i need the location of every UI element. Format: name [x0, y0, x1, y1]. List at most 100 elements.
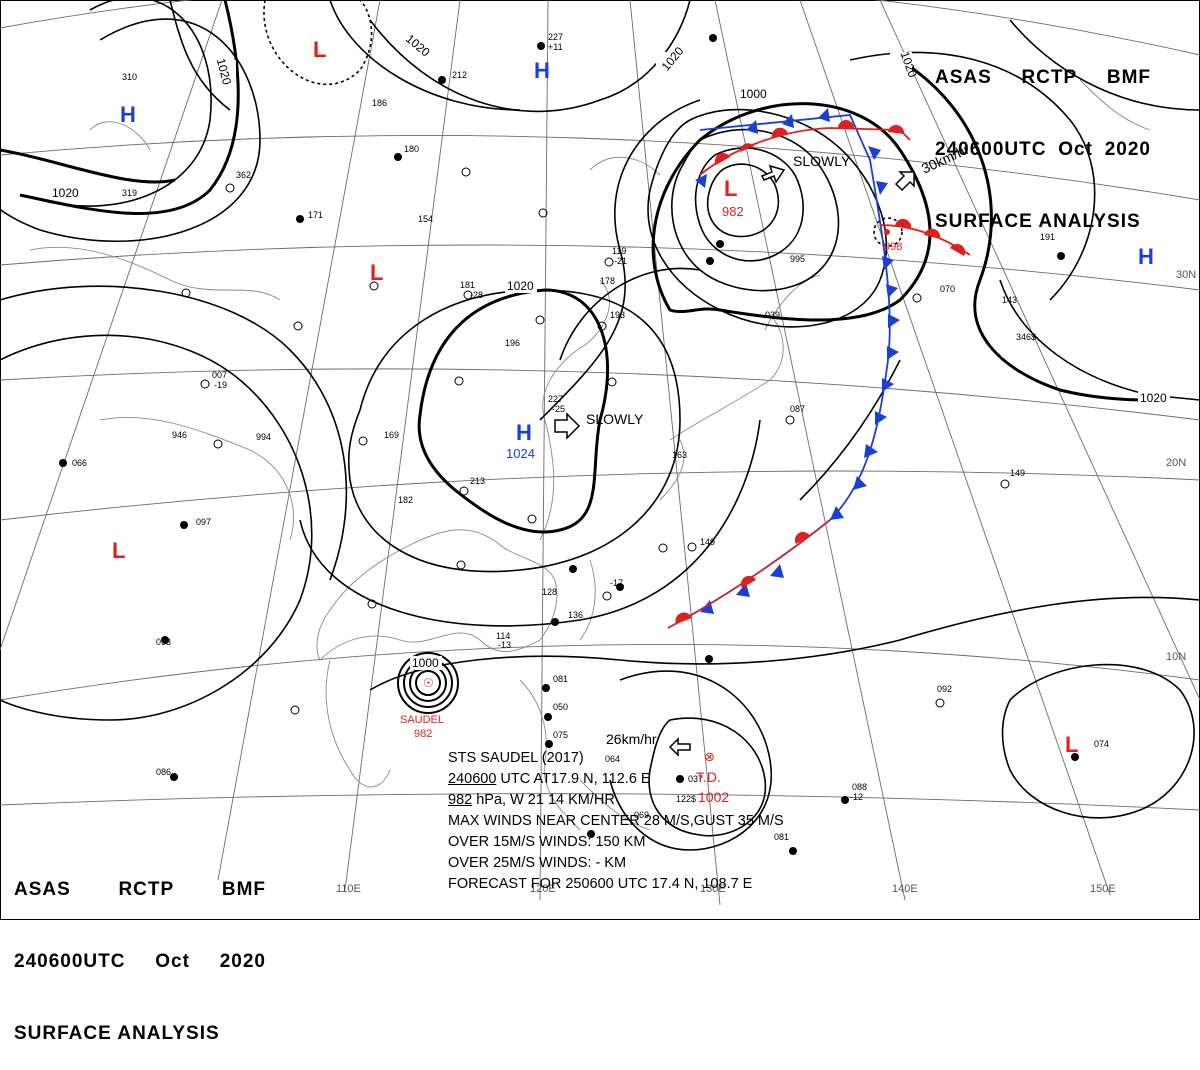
- station-value: 086: [156, 767, 171, 777]
- high-pressure-label: H: [120, 102, 136, 127]
- isobar-label: 1000: [740, 87, 767, 101]
- dashed-lows: [263, 0, 903, 247]
- station-value: 169: [384, 430, 399, 440]
- station-value: 143: [1002, 295, 1017, 305]
- station-value: -19: [214, 380, 227, 390]
- meridian-line: [0, 0, 223, 651]
- low-pressure-label: L: [112, 538, 125, 563]
- station-value: 114: [496, 631, 510, 641]
- header-bureau: BMF: [221, 879, 266, 900]
- station-value: 181: [460, 280, 475, 290]
- longitude-label: 140E: [892, 883, 918, 895]
- station-value: 066: [72, 458, 87, 468]
- arrow-icon: [894, 171, 915, 192]
- station-value: 227: [548, 394, 563, 404]
- header-product: SURFACE ANALYSIS: [935, 211, 1141, 232]
- station-value: 154: [418, 214, 433, 224]
- storm-info-15ms: OVER 15M/S WINDS: 150 KM: [448, 834, 646, 850]
- movement-labels: SLOWLY SLOWLY 30km/hr 26km/hr: [586, 141, 972, 747]
- low-center-marker: [884, 229, 890, 235]
- station-value: 075: [553, 730, 568, 740]
- storm-info-position: 240600 UTC AT17.9 N, 112.6 E: [448, 769, 784, 790]
- header-year: 2020: [1104, 139, 1151, 160]
- warm-front: [667, 120, 971, 629]
- station-value: 213: [470, 476, 485, 486]
- low-pressure-label: L: [1065, 732, 1078, 757]
- meridian-line: [879, 0, 1200, 701]
- meridian-line: [539, 0, 549, 901]
- station-values: 227 +11 212 186 180 154 171 193 196 227 …: [72, 32, 1109, 842]
- header-timecode: 240600UTC: [14, 951, 126, 972]
- arrow-icon: [760, 164, 786, 184]
- storm-info-hpa: 982: [448, 792, 473, 808]
- tropical-labels: ☉ SAUDEL 982 ⊗ T.D. 1002: [400, 676, 729, 805]
- station-value: -25: [552, 404, 565, 414]
- header-center: RCTP: [118, 879, 175, 900]
- isobars-1020: [0, 0, 1171, 534]
- parallel-line: [0, 644, 1200, 701]
- station-value: 196: [505, 338, 520, 348]
- graticule: [0, 0, 1200, 906]
- station-value: 191: [1040, 232, 1055, 242]
- station-circles: [181, 167, 1010, 715]
- station-value: 122$: [676, 794, 696, 804]
- station-value: 193: [610, 310, 625, 320]
- arrow-icon: [668, 737, 691, 757]
- parallel-line: [0, 793, 1200, 811]
- station-value: 039: [765, 310, 780, 320]
- header-product: SURFACE ANALYSIS: [14, 1023, 220, 1044]
- station-value: 182: [398, 495, 413, 505]
- parallel-line: [0, 0, 1200, 56]
- meridian-line: [629, 0, 721, 906]
- high-pressure-label: H: [1138, 244, 1154, 269]
- isobar-label: 1020: [659, 44, 687, 74]
- axis-labels: 110E 120E 130E 140E 150E 30N 20N 10N: [336, 269, 1196, 895]
- meridian-line: [714, 0, 906, 901]
- parallel-line: [0, 135, 1200, 201]
- station-value: 097: [196, 517, 211, 527]
- station-value: 946: [172, 430, 187, 440]
- longitude-label: 150E: [1090, 883, 1116, 895]
- storm-info-coords: UTC AT17.9 N, 112.6 E: [496, 771, 651, 787]
- isobar-label: 1020: [1140, 391, 1167, 405]
- station-value: 074: [1094, 739, 1109, 749]
- station-value: 362: [236, 170, 251, 180]
- station-value: +11: [548, 42, 563, 52]
- header-year: 2020: [219, 951, 266, 972]
- arrow-icon: [554, 412, 581, 440]
- longitude-label: 110E: [336, 883, 361, 895]
- isobars: [0, 0, 1200, 851]
- high-pressure-label: H: [516, 420, 532, 445]
- station-value: 081: [774, 832, 789, 842]
- latitude-label: 10N: [1166, 651, 1186, 663]
- header-agency: ASAS: [14, 879, 71, 900]
- station-value: 319: [122, 188, 137, 198]
- movement-label: 26km/hr: [606, 731, 657, 747]
- station-value: 994: [256, 432, 271, 442]
- station-value: 128: [542, 587, 557, 597]
- station-value: 186: [372, 98, 387, 108]
- high-pressure-label: H: [534, 58, 550, 83]
- storm-info-25ms: OVER 25M/S WINDS: - KM: [448, 855, 627, 871]
- station-value: 050: [553, 702, 568, 712]
- header-bureau: BMF: [1106, 67, 1151, 88]
- station-value: 163: [672, 450, 687, 460]
- station-value: 092: [937, 684, 952, 694]
- low-pressure-label: L: [370, 260, 383, 285]
- pressure-centers: L L L L L H H H H: [112, 37, 1154, 757]
- station-value: 136: [568, 610, 583, 620]
- isobar-label: 1000: [412, 656, 439, 670]
- storm-info-pressure: 982 hPa, W 21 14 KM/HR: [448, 790, 784, 811]
- isobar-label: 1020: [52, 186, 79, 200]
- movement-arrows: [554, 164, 915, 757]
- cold-front: [667, 108, 900, 629]
- storm-info-motion: hPa, W 21 14 KM/HR: [472, 792, 615, 808]
- station-value: -21: [614, 256, 627, 266]
- station-value: 064: [605, 754, 620, 764]
- storm-info: STS SAUDEL (2017) 240600 UTC AT17.9 N, 1…: [448, 748, 784, 895]
- meridian-line: [799, 0, 1111, 896]
- station-value: -12: [850, 792, 863, 802]
- latitude-label: 20N: [1166, 457, 1186, 469]
- header-month: Oct: [1058, 139, 1093, 160]
- station-value: 007: [212, 370, 227, 380]
